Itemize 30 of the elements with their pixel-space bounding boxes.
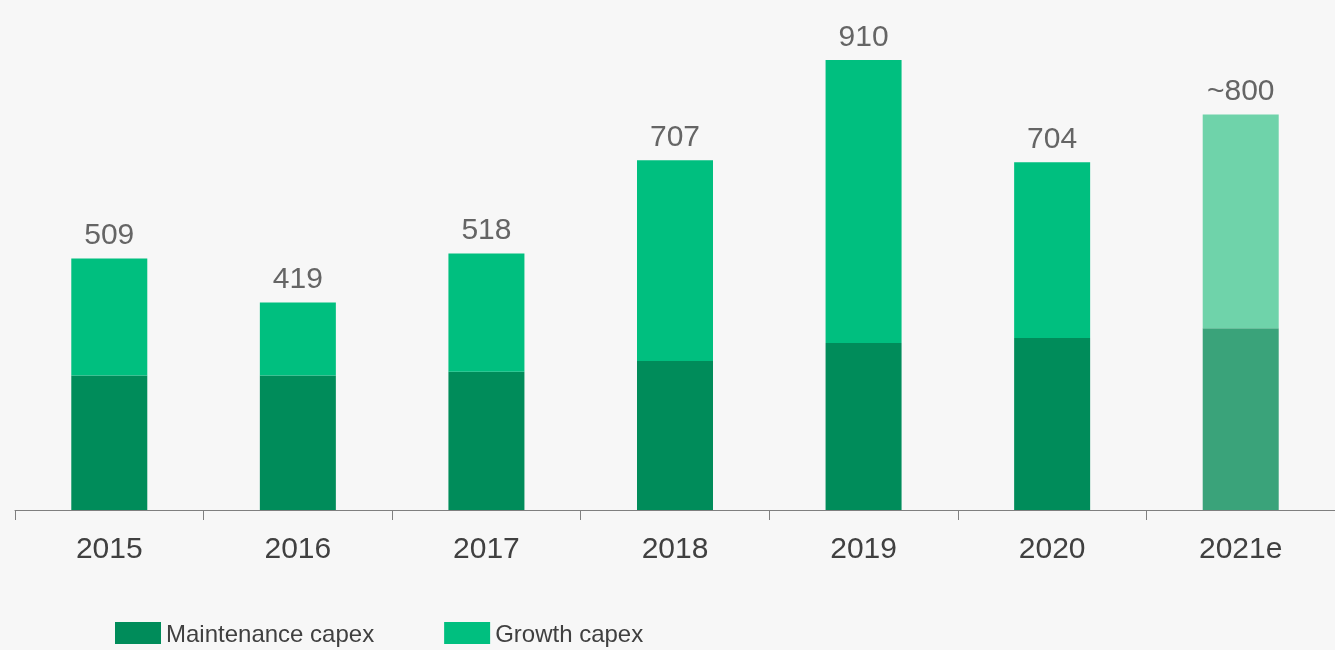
annotation: 707 bbox=[649, 118, 701, 152]
bar bbox=[825, 60, 902, 344]
bar bbox=[1014, 338, 1091, 510]
bar bbox=[1202, 328, 1279, 510]
bar bbox=[1014, 162, 1091, 339]
x-tick-label: 2019 bbox=[830, 530, 897, 564]
x-tick-label: 2016 bbox=[264, 530, 332, 564]
x-tick-label: 2017 bbox=[453, 530, 520, 564]
annotation: 518 bbox=[461, 212, 512, 245]
legend-label: Maintenance capex bbox=[166, 619, 375, 647]
annotation: 910 bbox=[838, 18, 889, 52]
bar bbox=[825, 343, 902, 510]
legend-label: Growth capex bbox=[495, 619, 644, 647]
x-tick-label: 2015 bbox=[75, 530, 143, 564]
x-tick-label: 2020 bbox=[1018, 530, 1086, 564]
bar bbox=[448, 253, 525, 372]
bar bbox=[259, 375, 336, 510]
bar bbox=[71, 375, 148, 510]
annotation: 509 bbox=[84, 216, 135, 250]
annotation: 704 bbox=[1027, 120, 1078, 154]
bar bbox=[259, 302, 336, 376]
bar bbox=[637, 361, 713, 510]
annotation: 419 bbox=[272, 261, 323, 295]
bar bbox=[637, 160, 713, 362]
bar bbox=[71, 258, 148, 376]
bar bbox=[448, 371, 525, 510]
annotation: ~800 bbox=[1206, 72, 1275, 106]
x-tick-label: 2021e bbox=[1199, 530, 1283, 564]
x-tick-label: 2018 bbox=[641, 530, 709, 564]
bar bbox=[1202, 114, 1279, 329]
